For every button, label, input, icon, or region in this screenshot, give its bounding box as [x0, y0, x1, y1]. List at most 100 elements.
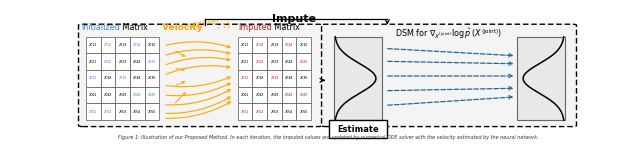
Bar — [100, 70, 115, 87]
Bar — [237, 37, 252, 53]
Bar — [86, 37, 100, 53]
FancyBboxPatch shape — [330, 120, 387, 138]
Bar — [296, 87, 311, 104]
Bar — [267, 87, 282, 104]
Text: Figure 1: Illustration of our Proposed Method. In each iteration, the imputed va: Figure 1: Illustration of our Proposed M… — [118, 135, 538, 140]
Bar — [267, 53, 282, 70]
Bar — [115, 87, 130, 104]
Text: $x_{33}$: $x_{33}$ — [269, 75, 279, 82]
Text: $x_{52}$: $x_{52}$ — [103, 108, 113, 116]
Bar — [296, 104, 311, 120]
Bar — [145, 87, 159, 104]
Bar — [145, 70, 159, 87]
Text: $x_{23}$: $x_{23}$ — [118, 58, 127, 66]
Bar — [267, 104, 282, 120]
Bar — [86, 87, 100, 104]
Bar — [130, 37, 145, 53]
Text: Matrix: Matrix — [272, 23, 300, 32]
Bar — [237, 104, 252, 120]
Bar — [252, 87, 267, 104]
Text: Imputed: Imputed — [238, 23, 272, 32]
Text: $x_{34}$: $x_{34}$ — [132, 75, 142, 82]
Text: $x_{24}$: $x_{24}$ — [284, 58, 294, 66]
Text: $x_{11}$: $x_{11}$ — [88, 41, 98, 49]
Text: $x_{44}$: $x_{44}$ — [284, 91, 294, 99]
Text: $x_{14}$: $x_{14}$ — [132, 41, 142, 49]
FancyBboxPatch shape — [79, 24, 322, 127]
Text: $x_{54}$: $x_{54}$ — [284, 108, 294, 116]
Text: $x_{15}$: $x_{15}$ — [147, 41, 157, 49]
Bar — [252, 104, 267, 120]
Text: $x_{14}$: $x_{14}$ — [284, 41, 294, 49]
Text: $x_{12}$: $x_{12}$ — [103, 41, 113, 49]
Text: $x_{54}$: $x_{54}$ — [132, 108, 142, 116]
Text: Initialized: Initialized — [81, 23, 120, 32]
Bar — [282, 104, 296, 120]
Text: $x_{21}$: $x_{21}$ — [240, 58, 250, 66]
Bar — [296, 70, 311, 87]
Text: $x_{22}$: $x_{22}$ — [255, 58, 264, 66]
Bar — [115, 104, 130, 120]
Text: $x_{33}$: $x_{33}$ — [118, 75, 127, 82]
Text: $x_{15}$: $x_{15}$ — [299, 41, 308, 49]
Bar — [115, 37, 130, 53]
Bar — [100, 87, 115, 104]
Text: $x_{41}$: $x_{41}$ — [240, 91, 250, 99]
Bar — [267, 37, 282, 53]
Text: $x_{11}$: $x_{11}$ — [240, 41, 250, 49]
Text: $x_{51}$: $x_{51}$ — [240, 108, 250, 116]
Text: $x_{43}$: $x_{43}$ — [269, 91, 279, 99]
Bar — [252, 37, 267, 53]
Text: $x_{23}$: $x_{23}$ — [269, 58, 279, 66]
FancyBboxPatch shape — [321, 24, 577, 127]
Bar — [86, 53, 100, 70]
Bar — [86, 104, 100, 120]
Bar — [130, 104, 145, 120]
Bar — [130, 53, 145, 70]
Text: $x_{25}$: $x_{25}$ — [147, 58, 157, 66]
Text: $x_{24}$: $x_{24}$ — [132, 58, 142, 66]
Bar — [518, 37, 564, 120]
Bar — [282, 53, 296, 70]
Text: $x_{32}$: $x_{32}$ — [255, 75, 264, 82]
Text: $x_{35}$: $x_{35}$ — [147, 75, 157, 82]
Bar — [145, 104, 159, 120]
Text: Velocity: Velocity — [162, 23, 205, 32]
Bar — [296, 37, 311, 53]
Bar — [86, 70, 100, 87]
Bar — [100, 104, 115, 120]
Bar — [237, 87, 252, 104]
Text: DSM for $\nabla_{X^{\mathrm{(joint)}}}\log\hat{p}\;(X^{\mathrm{(joint)}})$: DSM for $\nabla_{X^{\mathrm{(joint)}}}\l… — [396, 26, 502, 41]
Bar — [100, 37, 115, 53]
Text: Estimate: Estimate — [337, 125, 379, 134]
Text: $x_{42}$: $x_{42}$ — [103, 91, 113, 99]
Bar — [282, 37, 296, 53]
Text: $x_{21}$: $x_{21}$ — [88, 58, 98, 66]
Text: $x_{53}$: $x_{53}$ — [118, 108, 127, 116]
Bar — [145, 37, 159, 53]
Text: Matrix: Matrix — [120, 23, 148, 32]
Bar — [252, 53, 267, 70]
Text: $x_{41}$: $x_{41}$ — [88, 91, 98, 99]
Text: $x_{53}$: $x_{53}$ — [269, 108, 279, 116]
Bar — [296, 53, 311, 70]
Bar — [115, 53, 130, 70]
Text: $x_{42}$: $x_{42}$ — [255, 91, 264, 99]
Text: $x_{55}$: $x_{55}$ — [147, 108, 157, 116]
Text: $u(X^{\mathrm{(joint)}},\tau)$: $u(X^{\mathrm{(joint)}},\tau)$ — [188, 19, 230, 32]
Text: Impute: Impute — [271, 14, 316, 24]
Text: $x_{12}$: $x_{12}$ — [255, 41, 264, 49]
Text: $x_{13}$: $x_{13}$ — [269, 41, 279, 49]
Text: $x_{31}$: $x_{31}$ — [88, 75, 98, 82]
Text: $x_{55}$: $x_{55}$ — [299, 108, 308, 116]
Text: $x_{22}$: $x_{22}$ — [103, 58, 113, 66]
Text: $x_{25}$: $x_{25}$ — [299, 58, 308, 66]
Text: $x_{34}$: $x_{34}$ — [284, 75, 294, 82]
Text: $x_{52}$: $x_{52}$ — [255, 108, 264, 116]
Bar — [115, 70, 130, 87]
Text: $x_{35}$: $x_{35}$ — [299, 75, 308, 82]
Text: $x_{32}$: $x_{32}$ — [103, 75, 113, 82]
Text: $x_{31}$: $x_{31}$ — [240, 75, 250, 82]
Bar — [335, 37, 381, 120]
Bar — [267, 70, 282, 87]
